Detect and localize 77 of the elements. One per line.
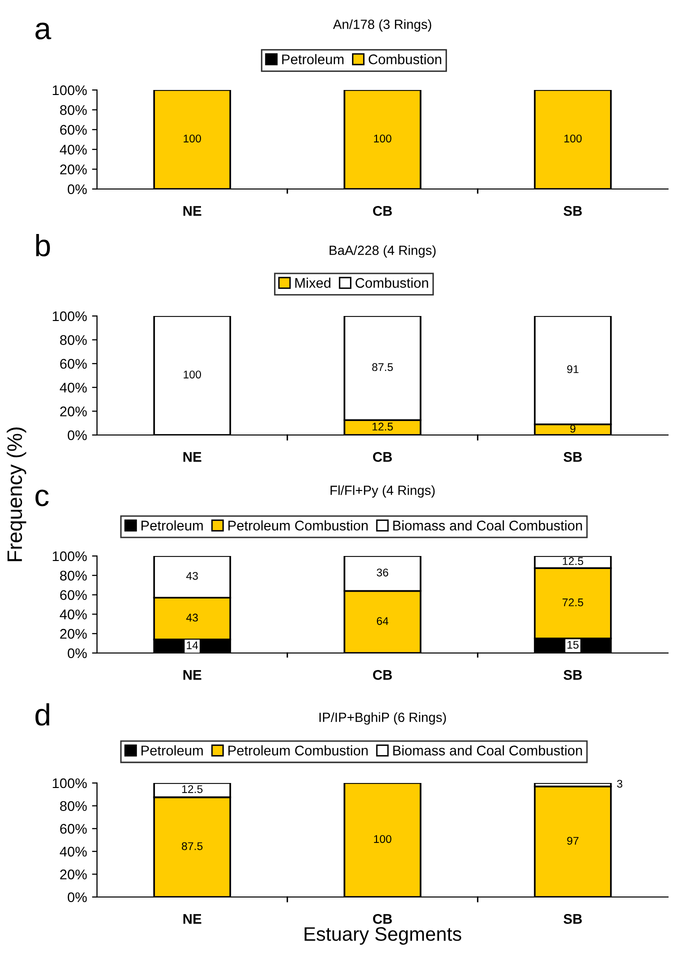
legend-label: Biomass and Coal Combustion bbox=[393, 520, 582, 531]
x-tick-label: NE bbox=[183, 206, 202, 216]
legend-label: Mixed bbox=[295, 278, 330, 288]
data-label: 100 bbox=[184, 370, 201, 378]
data-label: 12.5 bbox=[562, 557, 584, 566]
text: b bbox=[36, 234, 50, 256]
y-tick-label: 0% bbox=[68, 430, 87, 440]
legend-label: Petroleum bbox=[142, 520, 203, 531]
y-tick-label: 60% bbox=[60, 124, 87, 135]
y-tick-label: 80% bbox=[60, 335, 87, 345]
data-label: 3 bbox=[617, 780, 622, 788]
chart-title: An/178 (3 Rings) bbox=[333, 19, 432, 32]
data-label: 100 bbox=[184, 134, 201, 142]
data-label: 100 bbox=[374, 835, 392, 843]
y-tick-label: 100% bbox=[52, 311, 87, 322]
y-tick-label: 60% bbox=[60, 358, 87, 369]
chart-title: Fl/Fl+Py (4 Rings) bbox=[330, 485, 435, 498]
x-tick-label: SB bbox=[564, 914, 582, 924]
data-label: 72.5 bbox=[562, 598, 584, 606]
y-tick-label: 60% bbox=[60, 824, 87, 834]
chart-title: IP/IP+BghiP (6 Rings) bbox=[319, 712, 446, 725]
legend-label: Petroleum bbox=[142, 745, 203, 756]
x-tick-label: NE bbox=[183, 452, 202, 462]
y-tick-label: 40% bbox=[60, 144, 87, 155]
y-tick-label: 40% bbox=[60, 382, 87, 393]
y-tick-label: 20% bbox=[60, 164, 87, 174]
x-axis-title: Estuary Segments bbox=[304, 927, 462, 945]
x-tick-label: SB bbox=[564, 206, 582, 216]
text: a bbox=[35, 22, 52, 40]
y-tick-label: 100% bbox=[52, 85, 87, 96]
y-tick-label: 60% bbox=[60, 590, 87, 600]
x-tick-label: NE bbox=[183, 670, 202, 680]
data-label: 15 bbox=[568, 640, 579, 649]
y-tick-label: 0% bbox=[68, 892, 87, 902]
legend-label: Petroleum Combustion bbox=[228, 520, 368, 531]
y-tick-label: 40% bbox=[60, 610, 87, 620]
y-axis-title: Frequency (%) bbox=[6, 427, 26, 562]
y-tick-label: 100% bbox=[52, 551, 87, 562]
legend-label: Petroleum bbox=[282, 54, 344, 64]
data-label: 9 bbox=[570, 424, 576, 433]
data-label: 43 bbox=[186, 614, 198, 622]
y-tick-label: 20% bbox=[60, 870, 87, 880]
y-tick-label: 0% bbox=[68, 648, 87, 658]
data-label: 97 bbox=[567, 836, 578, 845]
data-label: 87.5 bbox=[182, 842, 203, 850]
y-tick-label: 80% bbox=[60, 105, 87, 115]
y-tick-label: 80% bbox=[60, 570, 87, 581]
text: c bbox=[35, 490, 49, 506]
text: d bbox=[35, 703, 50, 726]
x-tick-label: CB bbox=[373, 206, 392, 216]
x-tick-label: CB bbox=[373, 452, 392, 462]
data-label: 91 bbox=[567, 365, 578, 374]
y-tick-label: 80% bbox=[60, 801, 87, 811]
data-label: 12.5 bbox=[372, 422, 393, 431]
data-label: 12.5 bbox=[182, 785, 203, 794]
legend-label: Biomass and Coal Combustion bbox=[393, 745, 582, 756]
x-tick-label: CB bbox=[373, 914, 392, 924]
data-label: 87.5 bbox=[372, 363, 393, 372]
y-tick-label: 40% bbox=[60, 846, 87, 857]
y-tick-label: 0% bbox=[68, 184, 87, 194]
y-tick-label: 20% bbox=[60, 406, 87, 416]
legend-label: Petroleum Combustion bbox=[228, 745, 368, 756]
legend-label: Combustion bbox=[368, 54, 442, 64]
legend-label: Combustion bbox=[356, 278, 428, 288]
x-tick-label: SB bbox=[564, 670, 582, 680]
y-tick-label: 100% bbox=[52, 778, 87, 788]
data-label: 100 bbox=[374, 134, 392, 142]
x-tick-label: NE bbox=[183, 914, 202, 924]
x-tick-label: CB bbox=[373, 670, 392, 680]
data-label: 100 bbox=[564, 134, 582, 142]
data-label: 43 bbox=[186, 572, 198, 580]
chart-title: BaA/228 (4 Rings) bbox=[330, 245, 436, 258]
data-label: 36 bbox=[376, 568, 388, 576]
x-tick-label: SB bbox=[564, 452, 582, 462]
data-label: 14 bbox=[186, 641, 198, 650]
data-label: 64 bbox=[376, 617, 388, 625]
y-tick-label: 20% bbox=[60, 628, 87, 639]
